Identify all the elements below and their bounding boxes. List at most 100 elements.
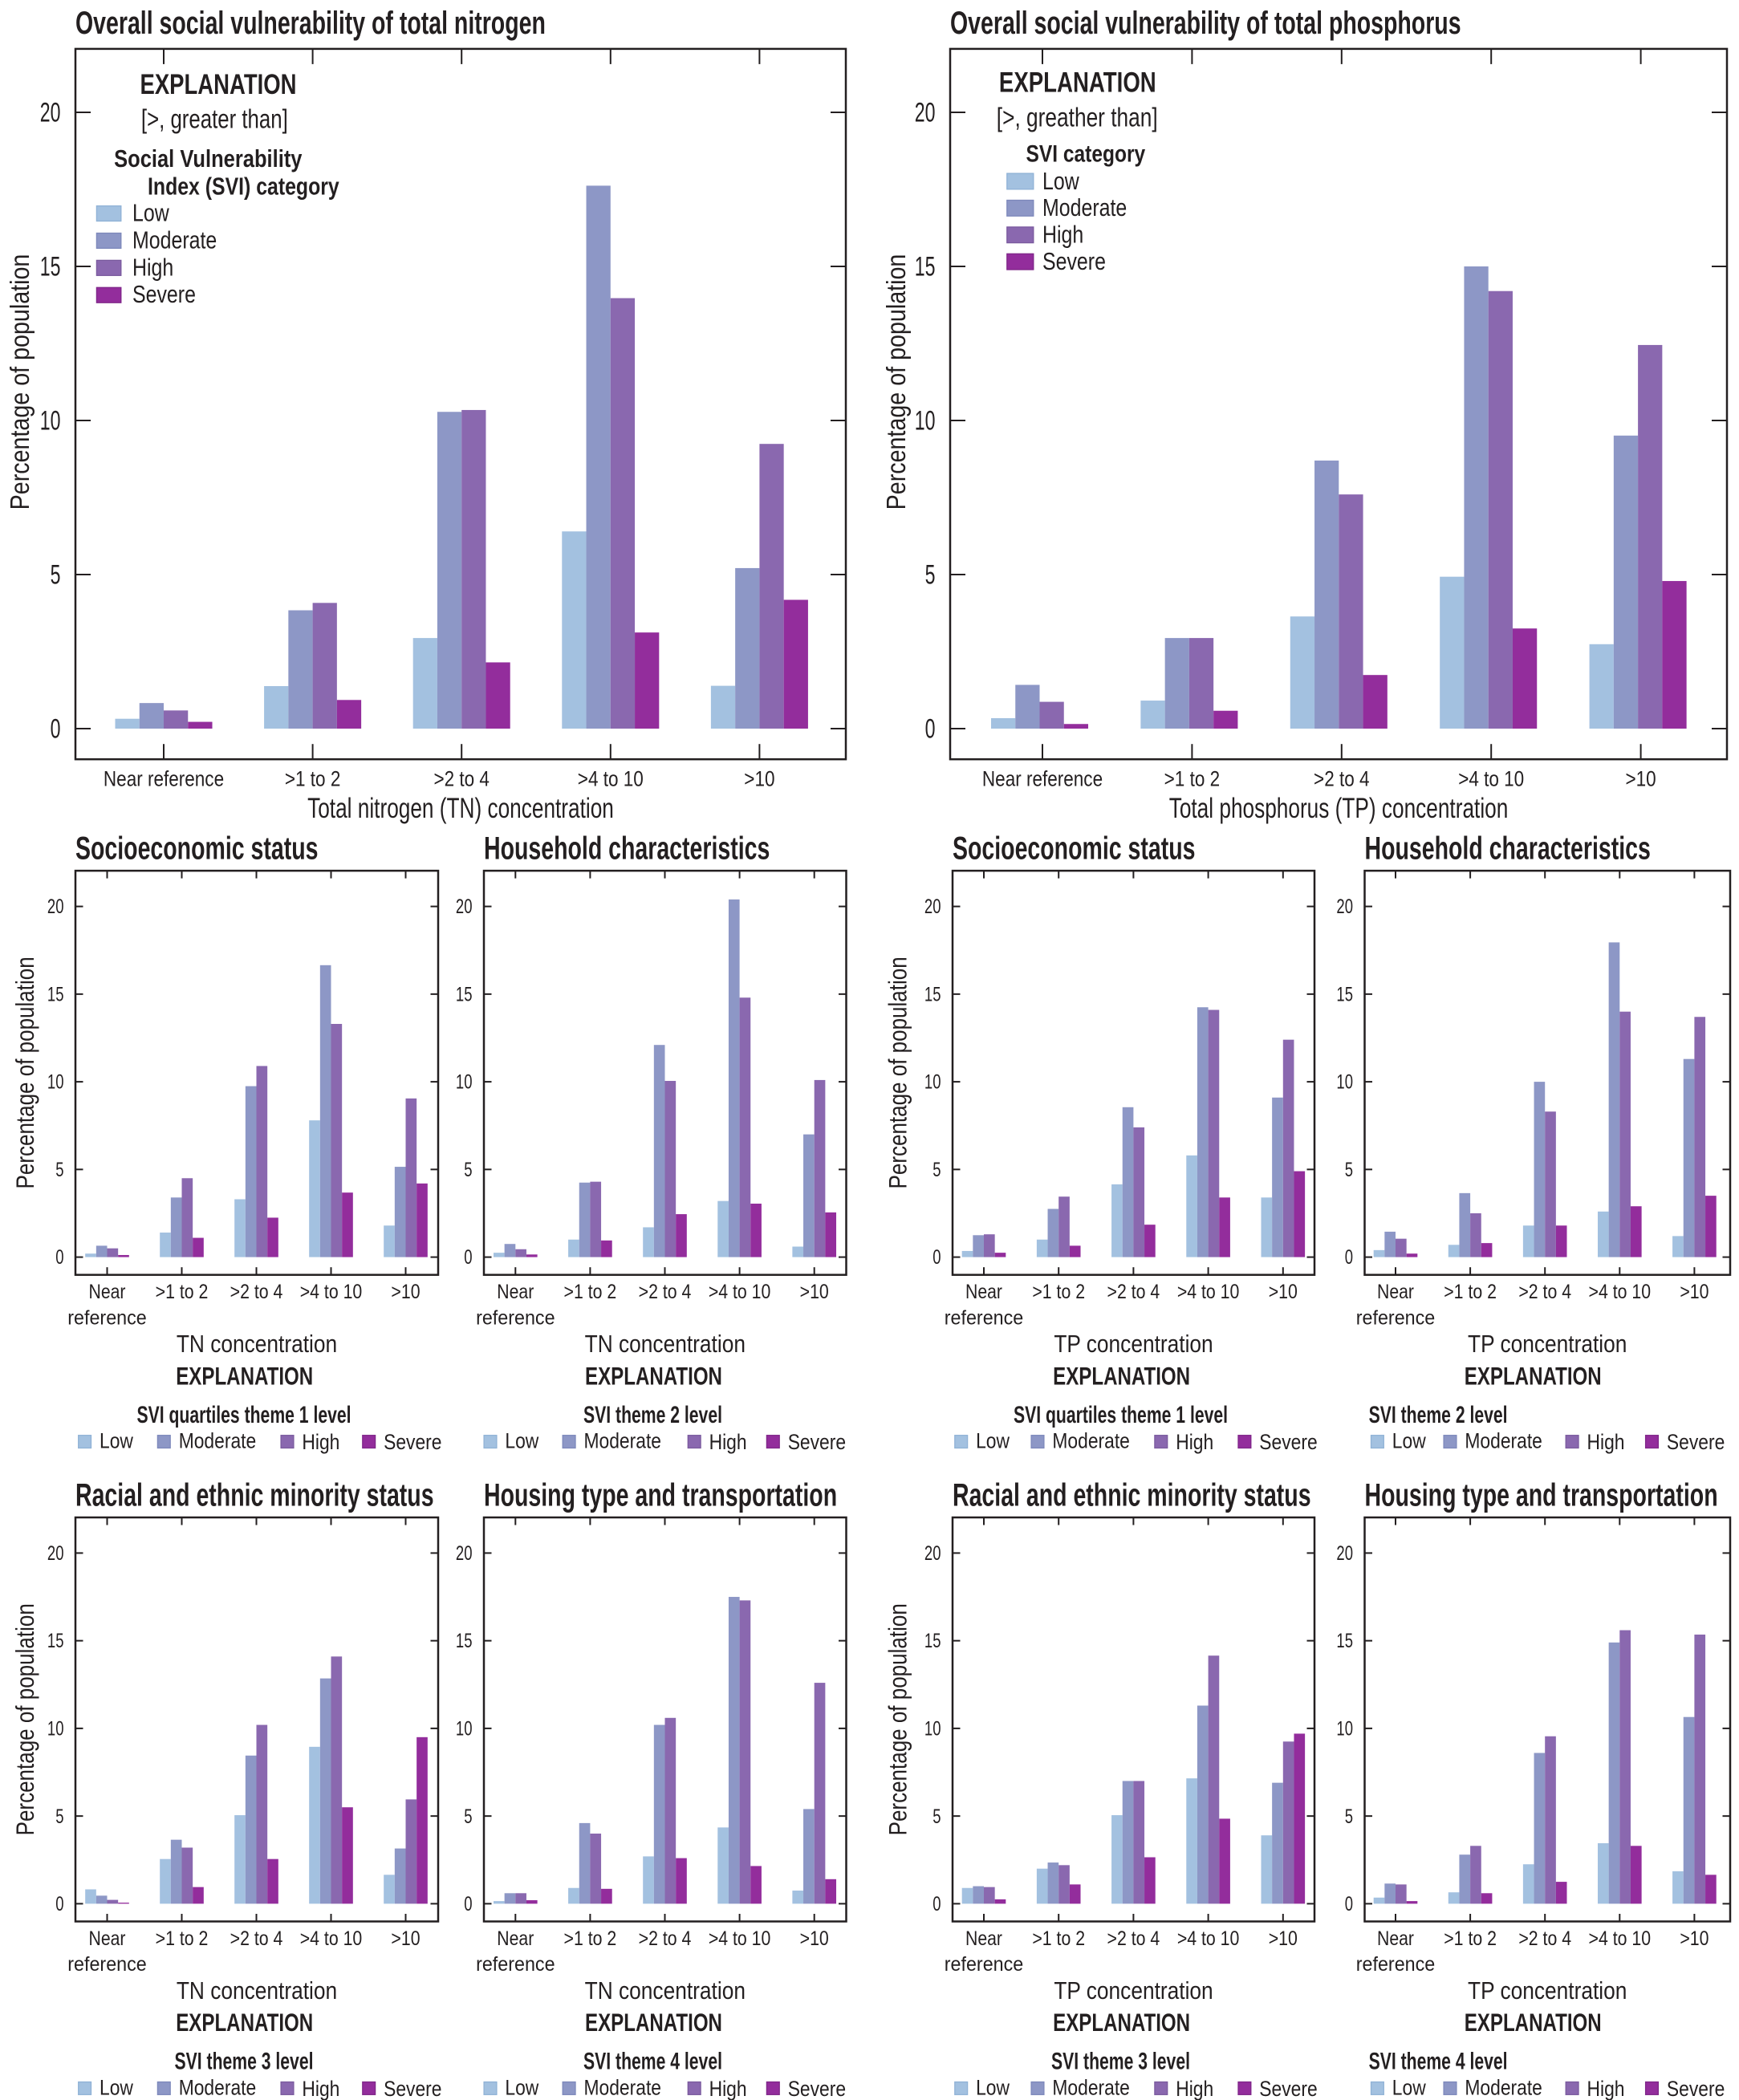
- svg-text:Percentage of population: Percentage of population: [881, 254, 912, 510]
- svg-text:TN concentration: TN concentration: [585, 1330, 746, 1358]
- svg-text:20: 20: [924, 895, 941, 917]
- svg-text:>1 to 2: >1 to 2: [156, 1280, 209, 1302]
- svg-text:20: 20: [1336, 895, 1353, 917]
- svg-text:0: 0: [932, 1892, 941, 1915]
- svg-text:Severe: Severe: [788, 1430, 846, 1454]
- svg-text:TN concentration: TN concentration: [585, 1977, 746, 2005]
- svg-text:Near reference: Near reference: [982, 767, 1103, 791]
- svg-text:>2 to 4: >2 to 4: [1107, 1927, 1160, 1949]
- svg-text:High: High: [709, 1430, 747, 1454]
- svg-text:>1 to 2: >1 to 2: [1444, 1927, 1497, 1949]
- svg-text:>10: >10: [1269, 1280, 1298, 1302]
- svg-text:Severe: Severe: [1259, 2077, 1317, 2100]
- svg-text:20: 20: [47, 895, 64, 917]
- svg-text:EXPLANATION: EXPLANATION: [176, 2009, 313, 2037]
- svg-text:TP concentration: TP concentration: [1054, 1977, 1213, 2005]
- svg-text:Moderate: Moderate: [132, 226, 217, 254]
- svg-text:Housing type and transportatio: Housing type and transportation: [1365, 1478, 1718, 1513]
- svg-text:15: 15: [456, 1629, 473, 1651]
- svg-text:reference: reference: [1356, 1307, 1435, 1330]
- svg-text:SVI theme 2 level: SVI theme 2 level: [583, 1403, 722, 1428]
- svg-text:Socioeconomic status: Socioeconomic status: [75, 831, 318, 867]
- svg-text:5: 5: [464, 1158, 472, 1180]
- svg-text:Overall social vulnerability o: Overall social vulnerability of total ph…: [950, 6, 1461, 42]
- svg-text:5: 5: [1345, 1805, 1353, 1827]
- svg-text:Moderate: Moderate: [584, 1429, 661, 1453]
- svg-text:Percentage of population: Percentage of population: [12, 957, 40, 1188]
- svg-text:Severe: Severe: [1042, 248, 1106, 275]
- svg-text:20: 20: [1336, 1541, 1353, 1564]
- svg-text:High: High: [302, 1430, 339, 1454]
- svg-text:10: 10: [1336, 1070, 1353, 1093]
- svg-text:5: 5: [932, 1158, 941, 1180]
- svg-text:Severe: Severe: [384, 2077, 441, 2100]
- svg-text:High: High: [302, 2077, 339, 2100]
- svg-text:Household characteristics: Household characteristics: [484, 831, 770, 867]
- svg-text:Moderate: Moderate: [1465, 1429, 1542, 1453]
- svg-text:5: 5: [1345, 1158, 1353, 1180]
- svg-text:5: 5: [932, 1805, 941, 1827]
- svg-text:Near: Near: [965, 1280, 1002, 1302]
- svg-text:Near: Near: [89, 1927, 126, 1949]
- svg-text:Low: Low: [976, 2075, 1010, 2099]
- svg-text:Racial and ethnic minority sta: Racial and ethnic minority status: [75, 1478, 434, 1513]
- svg-text:Household characteristics: Household characteristics: [1365, 831, 1651, 867]
- svg-text:EXPLANATION: EXPLANATION: [585, 2009, 722, 2037]
- svg-text:Percentage of population: Percentage of population: [884, 1603, 912, 1835]
- svg-text:>4 to 10: >4 to 10: [300, 1280, 363, 1302]
- svg-text:15: 15: [47, 983, 64, 1005]
- svg-text:SVI theme 3 level: SVI theme 3 level: [175, 2049, 314, 2075]
- svg-text:20: 20: [456, 895, 473, 917]
- svg-text:10: 10: [47, 1717, 64, 1740]
- svg-text:High: High: [1176, 1430, 1213, 1454]
- svg-text:>2 to 4: >2 to 4: [1518, 1280, 1571, 1302]
- svg-text:5: 5: [51, 560, 61, 590]
- svg-text:Severe: Severe: [1667, 1430, 1725, 1454]
- svg-text:High: High: [1176, 2077, 1213, 2100]
- svg-text:Low: Low: [505, 1429, 539, 1453]
- svg-text:0: 0: [55, 1892, 63, 1915]
- svg-text:>10: >10: [1269, 1927, 1298, 1949]
- svg-text:>4 to 10: >4 to 10: [709, 1280, 771, 1302]
- svg-text:EXPLANATION: EXPLANATION: [999, 66, 1156, 98]
- svg-text:Percentage of population: Percentage of population: [884, 957, 912, 1188]
- svg-text:>4 to 10: >4 to 10: [1589, 1927, 1652, 1949]
- svg-text:High: High: [1587, 1430, 1625, 1454]
- svg-text:Moderate: Moderate: [1465, 2075, 1542, 2099]
- svg-text:>10: >10: [800, 1280, 829, 1302]
- svg-text:>1 to 2: >1 to 2: [1032, 1280, 1085, 1302]
- svg-text:0: 0: [55, 1245, 63, 1268]
- svg-text:10: 10: [915, 406, 936, 436]
- svg-text:EXPLANATION: EXPLANATION: [1465, 2009, 1602, 2037]
- svg-text:Total phosphorus (TP) concentr: Total phosphorus (TP) concentration: [1169, 792, 1509, 824]
- svg-text:Low: Low: [505, 2075, 539, 2099]
- svg-text:reference: reference: [945, 1953, 1023, 1976]
- svg-text:Moderate: Moderate: [1042, 194, 1127, 221]
- svg-text:0: 0: [1345, 1892, 1353, 1915]
- svg-text:15: 15: [456, 983, 473, 1005]
- svg-text:Near: Near: [1377, 1927, 1414, 1949]
- svg-text:SVI theme 4 level: SVI theme 4 level: [1369, 2049, 1508, 2075]
- svg-text:0: 0: [51, 714, 61, 744]
- svg-text:20: 20: [40, 98, 61, 128]
- svg-text:[>, greater than]: [>, greater than]: [141, 105, 288, 135]
- svg-text:>2 to 4: >2 to 4: [639, 1280, 692, 1302]
- svg-text:20: 20: [456, 1541, 473, 1564]
- svg-text:Housing type and transportatio: Housing type and transportation: [484, 1478, 837, 1513]
- svg-text:>1 to 2: >1 to 2: [1032, 1927, 1085, 1949]
- svg-text:5: 5: [55, 1158, 63, 1180]
- svg-text:10: 10: [924, 1070, 941, 1093]
- svg-text:SVI quartiles theme 1 level: SVI quartiles theme 1 level: [136, 1403, 351, 1428]
- svg-text:>10: >10: [391, 1280, 420, 1302]
- svg-text:>1 to 2: >1 to 2: [564, 1927, 617, 1949]
- svg-text:Moderate: Moderate: [584, 2075, 661, 2099]
- svg-text:>2 to 4: >2 to 4: [433, 767, 490, 791]
- svg-text:TP concentration: TP concentration: [1468, 1330, 1627, 1358]
- svg-text:High: High: [1587, 2077, 1625, 2100]
- svg-text:10: 10: [47, 1070, 64, 1093]
- svg-text:>2 to 4: >2 to 4: [230, 1927, 283, 1949]
- svg-text:Near: Near: [497, 1280, 534, 1302]
- svg-text:Low: Low: [100, 2075, 134, 2099]
- svg-text:10: 10: [456, 1717, 473, 1740]
- svg-text:>4 to 10: >4 to 10: [1458, 767, 1524, 791]
